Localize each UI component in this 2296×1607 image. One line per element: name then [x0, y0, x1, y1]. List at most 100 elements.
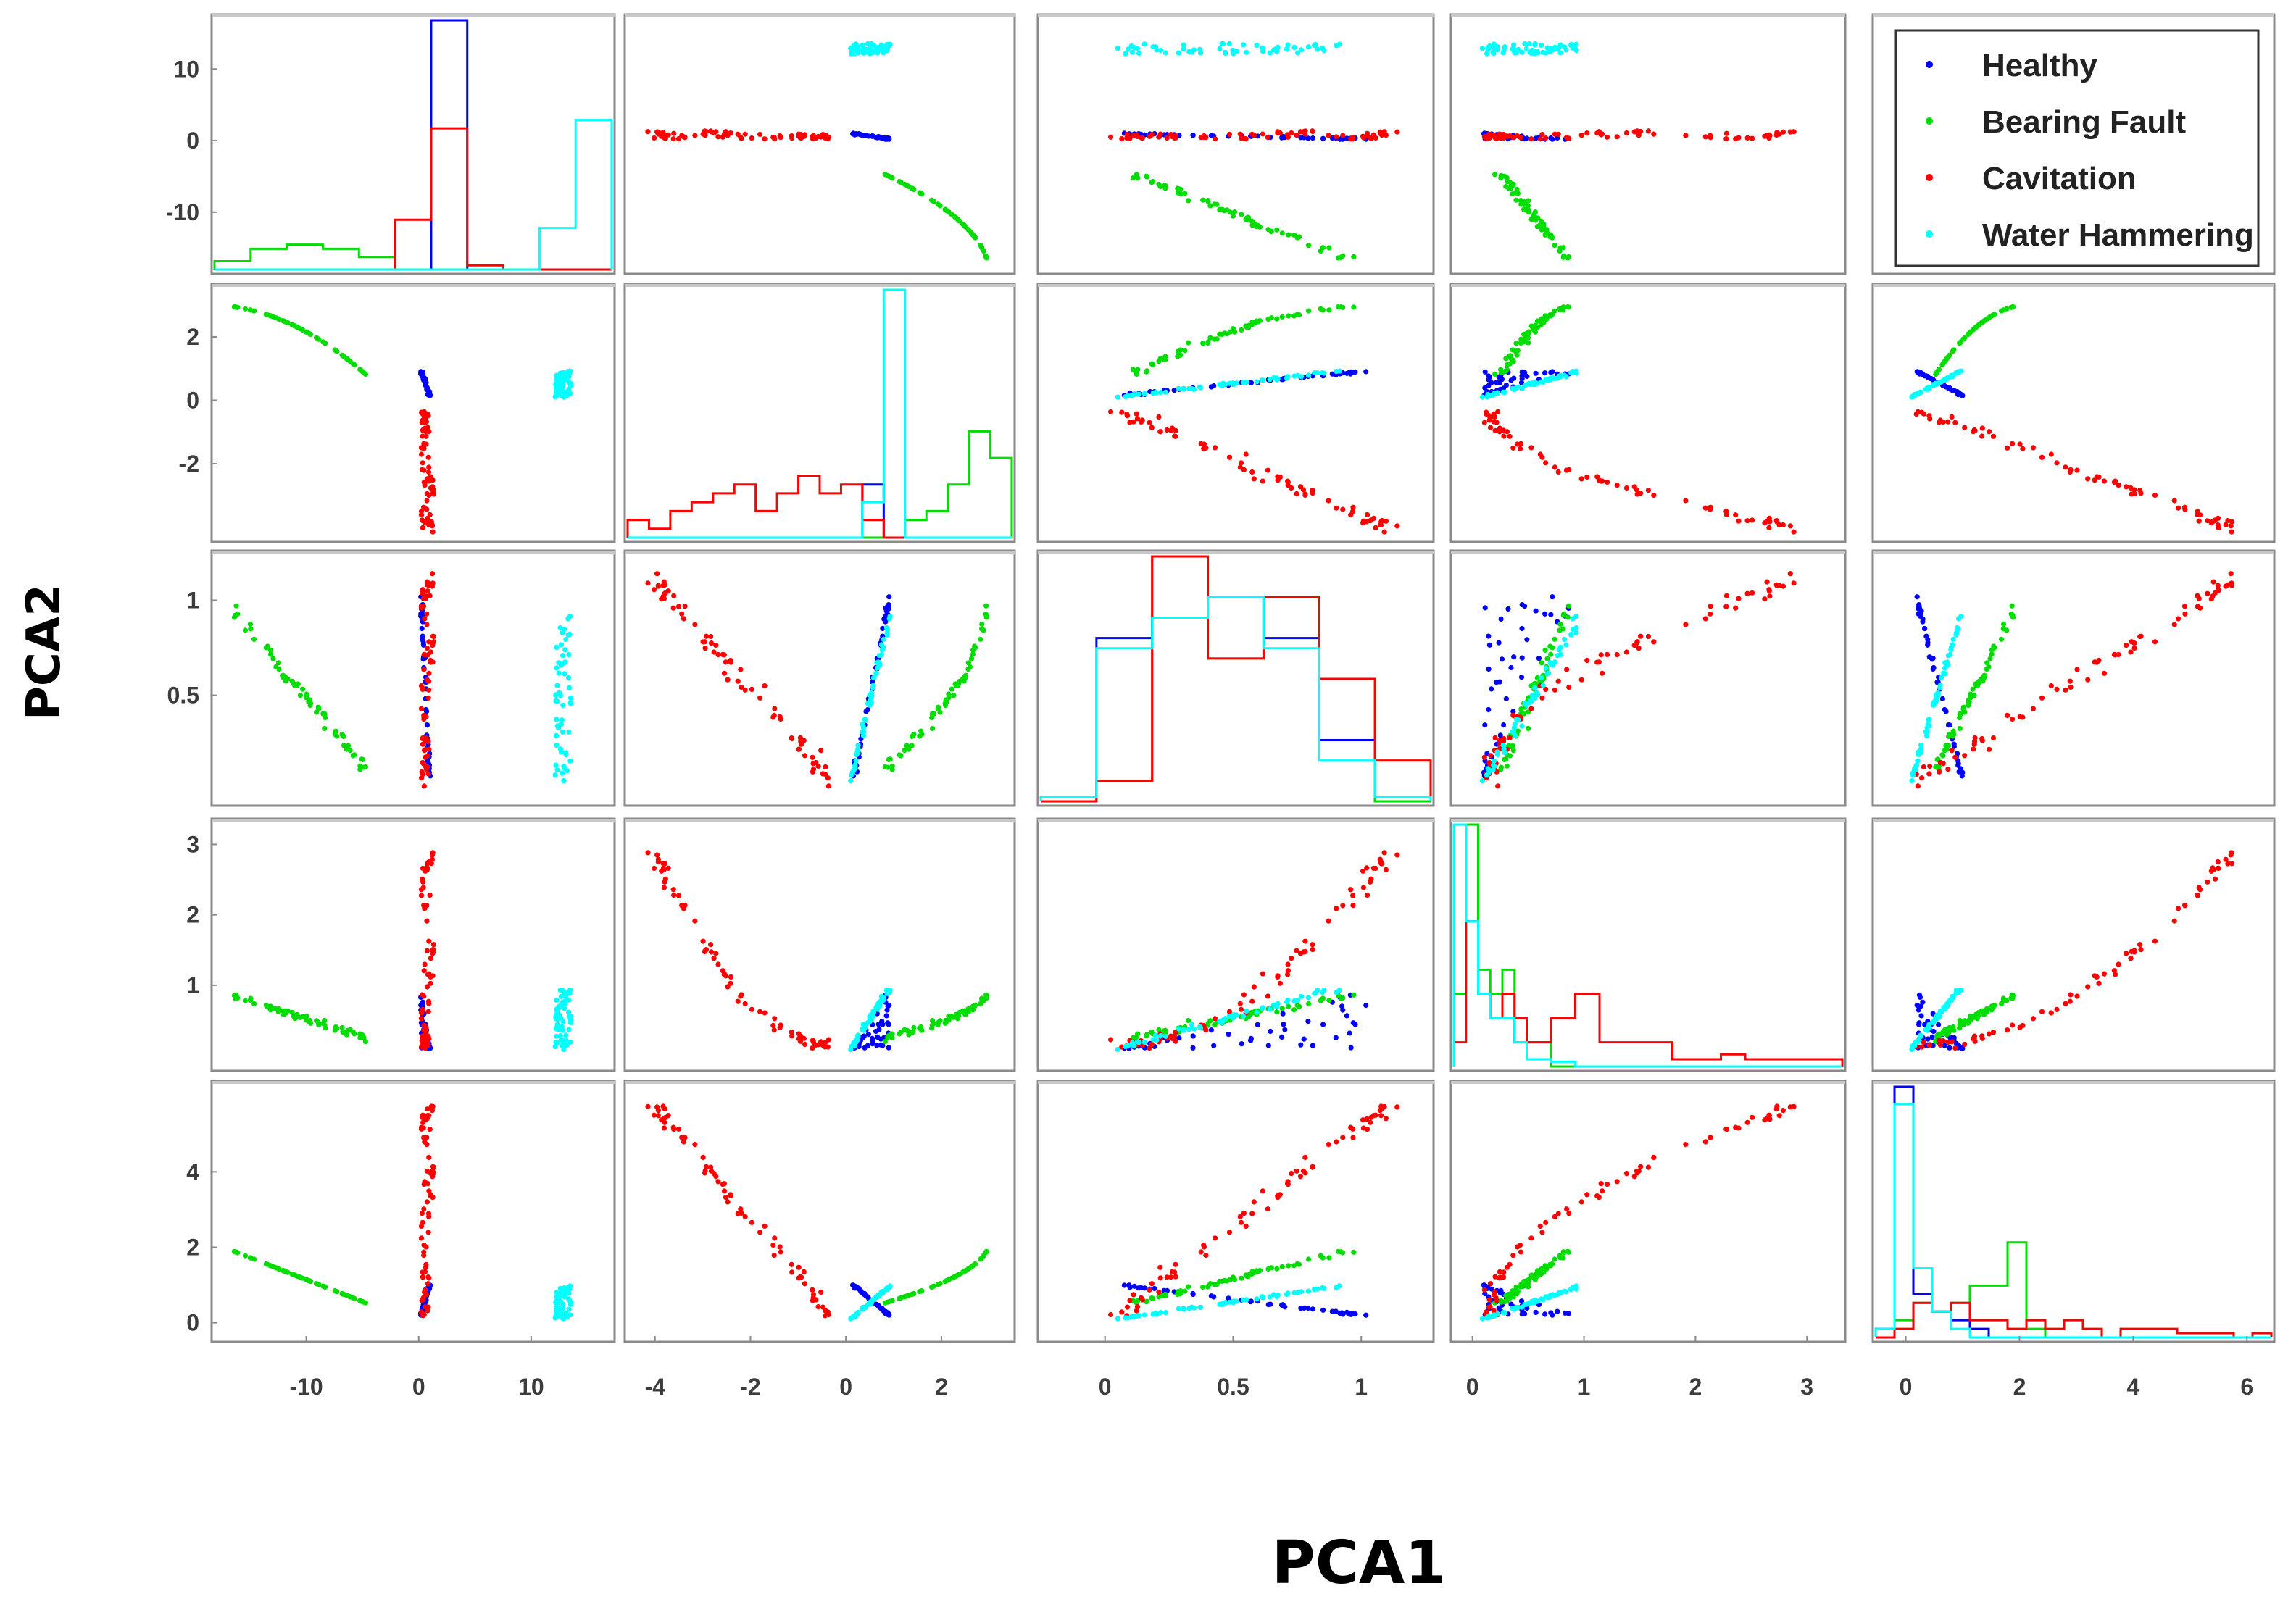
- point-cavitation: [2030, 1016, 2036, 1022]
- point-bearing-fault: [345, 743, 352, 748]
- point-cavitation: [1486, 759, 1492, 766]
- point-healthy: [423, 380, 428, 385]
- point-healthy: [1248, 1035, 1254, 1041]
- point-bearing-fault: [930, 1017, 936, 1024]
- point-bearing-fault: [357, 367, 363, 372]
- point-water-hammering: [881, 1288, 886, 1294]
- x-tick-label: 6: [2240, 1374, 2253, 1400]
- point-water-hammering: [1305, 995, 1312, 1001]
- point-water-hammering: [1141, 41, 1147, 47]
- point-cavitation: [1566, 467, 1572, 473]
- point-cavitation: [645, 850, 651, 856]
- point-cavitation: [1226, 1230, 1233, 1235]
- point-cavitation: [1702, 505, 1708, 511]
- point-bearing-fault: [944, 208, 950, 214]
- point-bearing-fault: [1182, 191, 1188, 196]
- point-healthy: [1305, 135, 1311, 141]
- point-bearing-fault: [270, 656, 276, 661]
- point-water-hammering: [1186, 385, 1192, 391]
- point-healthy: [856, 1285, 862, 1292]
- point-bearing-fault: [1544, 227, 1550, 233]
- point-cavitation: [1249, 1211, 1255, 1216]
- point-cavitation: [2215, 865, 2221, 871]
- point-healthy: [875, 1022, 881, 1027]
- point-water-hammering: [887, 614, 893, 619]
- panel-r0-c1: [623, 13, 1016, 275]
- point-cavitation: [1275, 477, 1281, 483]
- point-bearing-fault: [1254, 318, 1260, 324]
- point-cavitation: [1348, 136, 1354, 142]
- point-cavitation: [422, 483, 428, 488]
- point-cavitation: [1497, 1275, 1502, 1281]
- point-cavitation: [738, 1206, 744, 1212]
- point-water-hammering: [1186, 1027, 1192, 1032]
- point-cavitation: [1764, 579, 1770, 585]
- point-healthy: [1298, 1042, 1304, 1048]
- point-cavitation: [2054, 460, 2060, 466]
- point-bearing-fault: [1274, 1009, 1280, 1015]
- point-cavitation: [742, 687, 748, 693]
- point-cavitation: [428, 649, 434, 655]
- point-bearing-fault: [1521, 339, 1526, 345]
- point-bearing-fault: [1984, 316, 1989, 322]
- point-cavitation: [1350, 903, 1356, 909]
- point-bearing-fault: [1966, 1019, 1972, 1024]
- point-cavitation: [711, 130, 717, 136]
- point-water-hammering: [1911, 1042, 1917, 1048]
- point-healthy: [1348, 1045, 1354, 1051]
- point-cavitation: [1636, 646, 1642, 651]
- point-cavitation: [1518, 134, 1523, 141]
- point-water-hammering: [869, 47, 875, 53]
- point-cavitation: [2124, 643, 2129, 648]
- point-cavitation: [1497, 1269, 1502, 1274]
- point-bearing-fault: [1984, 1006, 1989, 1012]
- point-water-hammering: [1157, 1310, 1164, 1316]
- point-bearing-fault: [345, 1293, 352, 1299]
- y-tick-label: 0: [186, 1310, 199, 1336]
- point-cavitation: [728, 130, 734, 136]
- point-cavitation: [1971, 1033, 1978, 1039]
- point-cavitation: [419, 876, 425, 882]
- panel-r3-c1: [623, 817, 1016, 1072]
- point-bearing-fault: [1513, 1284, 1519, 1290]
- point-water-hammering: [566, 379, 572, 385]
- point-cavitation: [2225, 861, 2231, 867]
- point-cavitation: [1297, 951, 1304, 956]
- point-bearing-fault: [1186, 198, 1191, 204]
- point-healthy: [1562, 1310, 1568, 1316]
- x-tick-label: 0: [1466, 1374, 1479, 1400]
- point-bearing-fault: [953, 1273, 959, 1279]
- point-cavitation: [1555, 131, 1561, 137]
- panel-r1-c1: [623, 283, 1016, 543]
- point-cavitation: [1596, 129, 1602, 135]
- point-bearing-fault: [1498, 767, 1504, 772]
- point-bearing-fault: [2001, 621, 2007, 627]
- point-bearing-fault: [1940, 753, 1946, 759]
- point-cavitation: [1937, 1038, 1942, 1043]
- point-bearing-fault: [1957, 340, 1963, 346]
- panel-frame: [210, 283, 616, 543]
- point-water-hammering: [1230, 1015, 1236, 1021]
- point-cavitation: [2228, 523, 2234, 529]
- point-healthy: [1333, 1308, 1339, 1314]
- point-cavitation: [1348, 512, 1354, 518]
- point-bearing-fault: [1552, 636, 1557, 642]
- point-cavitation: [2182, 506, 2188, 512]
- point-cavitation: [1651, 1154, 1657, 1160]
- point-bearing-fault: [251, 1001, 257, 1006]
- point-bearing-fault: [898, 1295, 904, 1301]
- point-cavitation: [2138, 947, 2144, 953]
- point-cavitation: [425, 518, 430, 524]
- point-cavitation: [654, 1104, 660, 1110]
- x-tick-label: -4: [645, 1374, 666, 1400]
- point-water-hammering: [1491, 758, 1497, 764]
- point-cavitation: [1365, 130, 1370, 136]
- point-cavitation: [771, 1253, 777, 1259]
- panel-frame: [623, 13, 1016, 275]
- point-water-hammering: [865, 41, 871, 47]
- point-bearing-fault: [898, 753, 904, 759]
- point-water-hammering: [1540, 1297, 1546, 1303]
- point-healthy: [874, 134, 880, 140]
- point-water-hammering: [1539, 42, 1544, 48]
- point-water-hammering: [554, 372, 560, 378]
